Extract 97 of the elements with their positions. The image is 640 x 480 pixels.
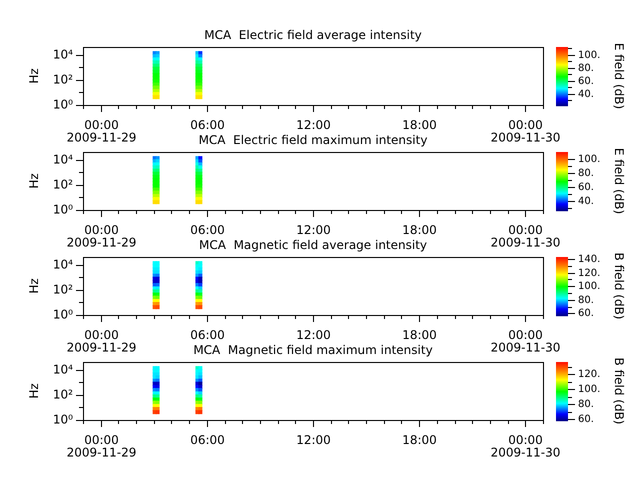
color-bar-title: B field (dB) — [612, 358, 626, 424]
color-bar-label: 140. — [578, 254, 600, 266]
y-tick-label: 10² — [52, 178, 74, 192]
x-tick-label: 06:00 — [190, 223, 225, 237]
point — [198, 86, 202, 90]
y-tick-label: 10⁴ — [52, 152, 74, 167]
x-tick-label: 12:00 — [296, 118, 331, 132]
x-tick-label: 18:00 — [402, 328, 437, 342]
x-tick-label: 18:00 — [402, 118, 437, 132]
point — [198, 410, 202, 414]
x-tick-label: 00:00 2009-11-29 — [66, 433, 136, 460]
point — [198, 73, 202, 77]
point — [156, 54, 160, 58]
point — [198, 200, 202, 204]
y-tick-label: 10² — [52, 388, 74, 402]
x-tick-label: 00:00 2009-11-30 — [490, 433, 560, 460]
point — [198, 283, 202, 287]
chart-title: MCA Electric field maximum intensity — [198, 133, 428, 147]
point — [156, 95, 160, 100]
y-tick-label: 10² — [52, 72, 74, 87]
y-tick-label: 10⁰ — [52, 98, 74, 112]
point — [156, 190, 160, 195]
color-bar-label: 60. — [578, 308, 594, 320]
color-bar-label: 60. — [578, 76, 594, 88]
y-tick-label: 10⁴ — [52, 48, 74, 62]
color-bar-label: 120. — [578, 369, 600, 380]
point — [156, 270, 160, 274]
point — [156, 400, 160, 405]
point — [198, 388, 202, 392]
color-bar-label: 80. — [578, 168, 594, 180]
point — [198, 190, 202, 195]
color-bar-label: 100. — [578, 50, 600, 62]
point — [156, 73, 160, 77]
point — [198, 296, 202, 300]
x-tick-label: 18:00 — [402, 433, 437, 447]
point — [156, 283, 160, 287]
point — [198, 264, 202, 268]
x-tick-label: 00:00 2009-11-30 — [490, 223, 560, 250]
point — [156, 86, 160, 90]
y-axis-title: Hz — [27, 278, 42, 294]
y-tick-label: 10⁰ — [52, 308, 74, 322]
color-bar-label: 60. — [578, 182, 594, 194]
chart-title: MCA Magnetic field average intensity — [198, 238, 428, 252]
color-bar-title: B field (dB) — [612, 252, 626, 320]
color-bar-label: 100. — [578, 384, 600, 396]
point — [156, 200, 160, 204]
point — [156, 375, 160, 380]
color-bar-label: 120. — [578, 268, 600, 280]
point — [156, 165, 160, 170]
x-tick-label: 12:00 — [296, 223, 331, 237]
x-tick-label: 12:00 — [296, 433, 331, 447]
chart-title: MCA Electric field average intensity — [204, 28, 422, 42]
chart-title: MCA Magnetic field maximum intensity — [193, 343, 433, 357]
point — [198, 400, 202, 405]
point — [198, 369, 202, 374]
y-tick-label: 10⁴ — [52, 362, 74, 377]
color-bar-label: 80. — [578, 295, 594, 306]
point — [156, 60, 160, 64]
point — [198, 165, 202, 170]
color-bar-label: 80. — [578, 399, 594, 410]
x-tick-label: 00:00 2009-11-30 — [490, 328, 560, 354]
x-tick-label: 00:00 2009-11-29 — [66, 328, 136, 354]
point — [156, 296, 160, 300]
point — [156, 305, 160, 310]
color-bar-label: 60. — [578, 414, 594, 426]
y-axis-title: Hz — [27, 68, 42, 84]
x-tick-label: 00:00 2009-11-29 — [66, 118, 136, 144]
x-tick-label: 06:00 — [190, 433, 225, 447]
color-bar-title: E field (dB) — [612, 42, 626, 110]
color-bar-label: 100. — [578, 281, 600, 292]
color-bar-label: 40. — [578, 89, 594, 100]
x-tick-label: 06:00 — [190, 118, 225, 132]
y-tick-label: 10⁴ — [52, 258, 74, 272]
x-tick-label: 06:00 — [190, 328, 225, 342]
point — [198, 375, 202, 380]
y-axis-title: Hz — [27, 173, 42, 189]
point — [198, 54, 202, 58]
point — [198, 305, 202, 310]
x-tick-label: 00:00 2009-11-29 — [66, 223, 136, 250]
y-axis-title: Hz — [27, 383, 42, 399]
point — [156, 388, 160, 392]
x-tick-label: 12:00 — [296, 328, 331, 342]
color-bar-label: 100. — [578, 154, 600, 166]
x-tick-label: 18:00 — [402, 223, 437, 237]
y-tick-label: 10⁰ — [52, 202, 74, 217]
y-tick-label: 10⁰ — [52, 412, 74, 427]
y-tick-label: 10² — [52, 282, 74, 297]
color-bar-title: E field (dB) — [612, 148, 626, 214]
color-bar-label: 80. — [578, 63, 594, 74]
point — [198, 95, 202, 100]
color-bar-label: 40. — [578, 196, 594, 208]
point — [198, 270, 202, 274]
point — [198, 159, 202, 164]
x-tick-label: 00:00 2009-11-30 — [490, 118, 560, 144]
point — [156, 159, 160, 164]
point — [156, 410, 160, 414]
point — [198, 60, 202, 64]
